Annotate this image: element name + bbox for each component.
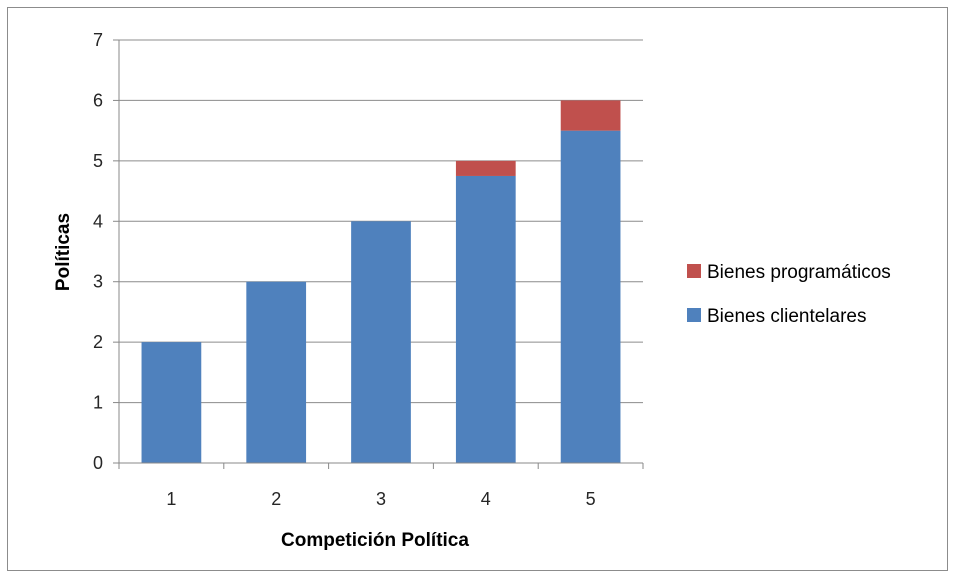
x-tick-label: 5 — [586, 489, 596, 509]
legend-label: Bienes clientelares — [707, 306, 866, 327]
legend: Bienes programáticos Bienes clientelares — [687, 262, 891, 327]
x-axis-tick-labels: 1 2 3 4 5 — [118, 463, 644, 509]
y-tick-label: 4 — [93, 211, 103, 231]
y-tick-label: 5 — [93, 151, 103, 171]
bar-bienes-clientelares-4 — [455, 175, 516, 463]
x-axis-title: Competición Política — [281, 530, 469, 551]
y-tick-label: 3 — [93, 272, 103, 292]
x-tick-label: 1 — [166, 489, 176, 509]
bar-bienes-program-ticos-5 — [560, 100, 621, 131]
y-tick-label: 1 — [93, 393, 103, 413]
y-axis-title: Políticas — [53, 213, 74, 291]
legend-swatch — [687, 308, 701, 322]
y-axis-tick-labels: 0 1 2 3 4 5 6 7 — [93, 30, 103, 473]
bar-bienes-program-ticos-4 — [455, 160, 516, 176]
legend-label: Bienes programáticos — [707, 262, 891, 283]
bar-bienes-clientelares-1 — [141, 342, 202, 463]
bar-bienes-clientelares-3 — [351, 221, 411, 463]
bars — [141, 100, 621, 463]
bar-bienes-clientelares-5 — [560, 130, 621, 463]
x-tick-label: 3 — [376, 489, 386, 509]
legend-swatch — [687, 264, 701, 278]
x-tick-label: 2 — [271, 489, 281, 509]
x-tick-label: 4 — [481, 489, 491, 509]
y-tick-label: 7 — [93, 30, 103, 50]
y-tick-label: 6 — [93, 90, 103, 110]
y-tick-label: 2 — [93, 332, 103, 352]
bar-bienes-clientelares-2 — [246, 281, 307, 463]
y-tick-label: 0 — [93, 453, 103, 473]
